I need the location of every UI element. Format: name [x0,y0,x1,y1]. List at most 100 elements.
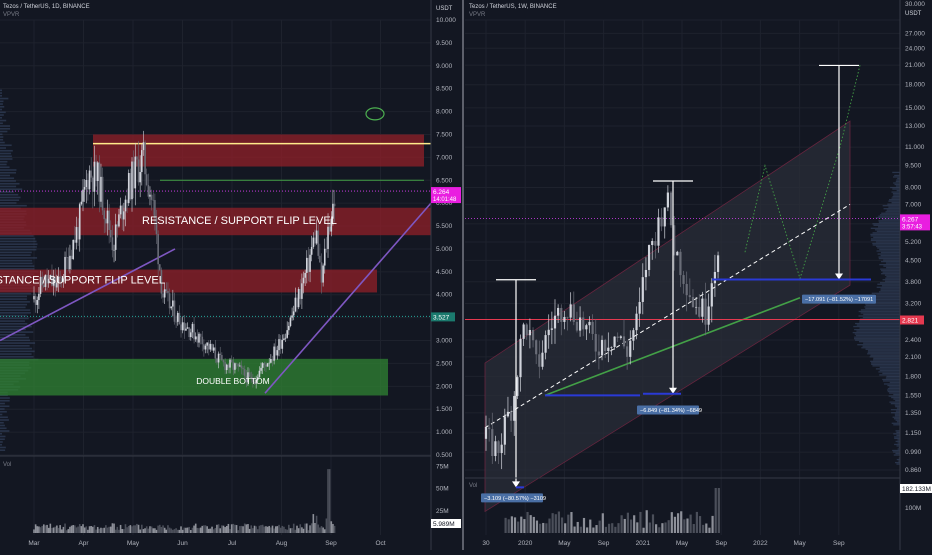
right-vp-bar [873,244,900,245]
right-level-tag-value: 2.821 [902,318,919,325]
right-candle [692,297,694,307]
left-y-tick: 8.500 [436,86,453,93]
left-vol-bar [50,524,52,533]
right-vp-bar [881,261,900,262]
right-vp-bar [863,346,900,347]
left-candle [144,142,146,174]
right-vp-bar [888,388,900,389]
left-candle [296,298,298,308]
left-candle [180,324,182,330]
right-vol-bar [639,512,641,533]
right-vp-bar [879,264,900,265]
left-candle [110,230,112,237]
left-candle [242,368,244,369]
left-candle [97,162,99,181]
left-vol-bar [296,526,298,533]
left-vol-bar [76,527,78,533]
right-vol-bar [664,522,666,533]
right-candle [667,193,669,208]
left-candle [226,365,228,370]
left-vol-bar [283,527,285,533]
right-vp-bar [873,237,900,238]
right-candle [519,339,521,377]
right-candle [523,324,525,338]
right-candle [557,308,559,316]
left-vol-bar [115,530,117,533]
left-vp-bar [0,153,11,155]
right-vp-bar [883,265,900,266]
right-y-tick: 24.000 [905,45,925,52]
left-vol-bar [237,530,239,533]
left-candle [130,173,132,199]
right-vp-bar [888,200,900,201]
left-vol-bar [188,527,190,533]
left-vp-bar [0,449,5,451]
left-candle [334,204,336,206]
right-vp-bar [861,347,900,348]
right-vp-bar [853,326,900,327]
right-vol-bar [511,516,513,533]
right-vp-bar [855,323,900,324]
left-vol-bar [223,526,225,533]
right-vp-bar [872,293,900,294]
right-candle [689,295,691,297]
left-vp-bar [0,122,3,124]
left-vp-bar [0,436,6,438]
right-vp-bar [894,454,900,455]
right-candle [661,217,663,226]
left-candle [286,330,288,338]
left-candle [175,322,177,323]
left-vol-bar [316,516,318,533]
left-candle [71,256,73,259]
right-vp-bar [893,394,900,395]
left-candle [79,204,81,239]
right-candle [648,245,650,270]
right-candle [654,241,656,246]
left-candle [36,300,38,305]
left-candle [205,346,207,350]
left-candle [321,262,323,282]
left-candle [125,200,127,212]
right-y-tick: 8.000 [905,184,922,191]
right-vol-label: Vol [469,483,477,489]
right-vol-tick: 100M [905,505,921,512]
left-candle [148,185,150,197]
right-vp-bar [894,175,900,176]
right-vp-bar [872,299,900,300]
left-vp-bar [0,172,16,174]
left-candle [72,240,74,259]
left-vol-bar [126,527,128,533]
right-vp-bar [863,343,900,344]
left-vp-bar [0,340,30,342]
right-vp-bar [873,359,900,360]
left-flip-label-2: RESISTANCE / SUPPORT FLIP LEVEL [0,274,165,286]
right-vp-bar [896,411,900,412]
right-candle [588,322,590,325]
left-vol-bar [260,525,262,533]
left-vp-bar [0,298,27,300]
right-vp-bar [893,417,900,418]
right-vol-bar [526,512,528,533]
right-vp-bar [876,294,900,295]
right-vp-bar [888,391,900,392]
right-vp-bar [882,272,900,273]
left-vol-bar [138,525,140,533]
left-candle [99,162,101,201]
left-vol-bar [241,526,243,533]
left-vol-bar [221,525,223,533]
right-measure-text: −3.109 (−80.57%) −3109 [484,496,546,502]
right-candle [560,308,562,322]
right-vp-bar [892,450,900,451]
right-vp-bar [886,262,900,263]
right-vp-bar [883,259,900,260]
left-candle [152,200,154,201]
left-candle [281,340,283,349]
right-vol-bar [708,528,710,533]
right-vp-bar [872,223,900,224]
left-candle [82,190,84,202]
left-vol-bar [41,526,43,533]
right-vol-bar [627,513,629,533]
right-vol-bar [552,513,554,533]
right-candle [532,330,534,340]
